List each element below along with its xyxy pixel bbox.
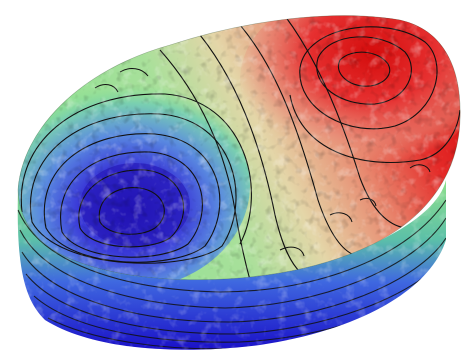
terrain-top-surface — [17, 15, 461, 280]
rim-outline — [17, 15, 461, 280]
